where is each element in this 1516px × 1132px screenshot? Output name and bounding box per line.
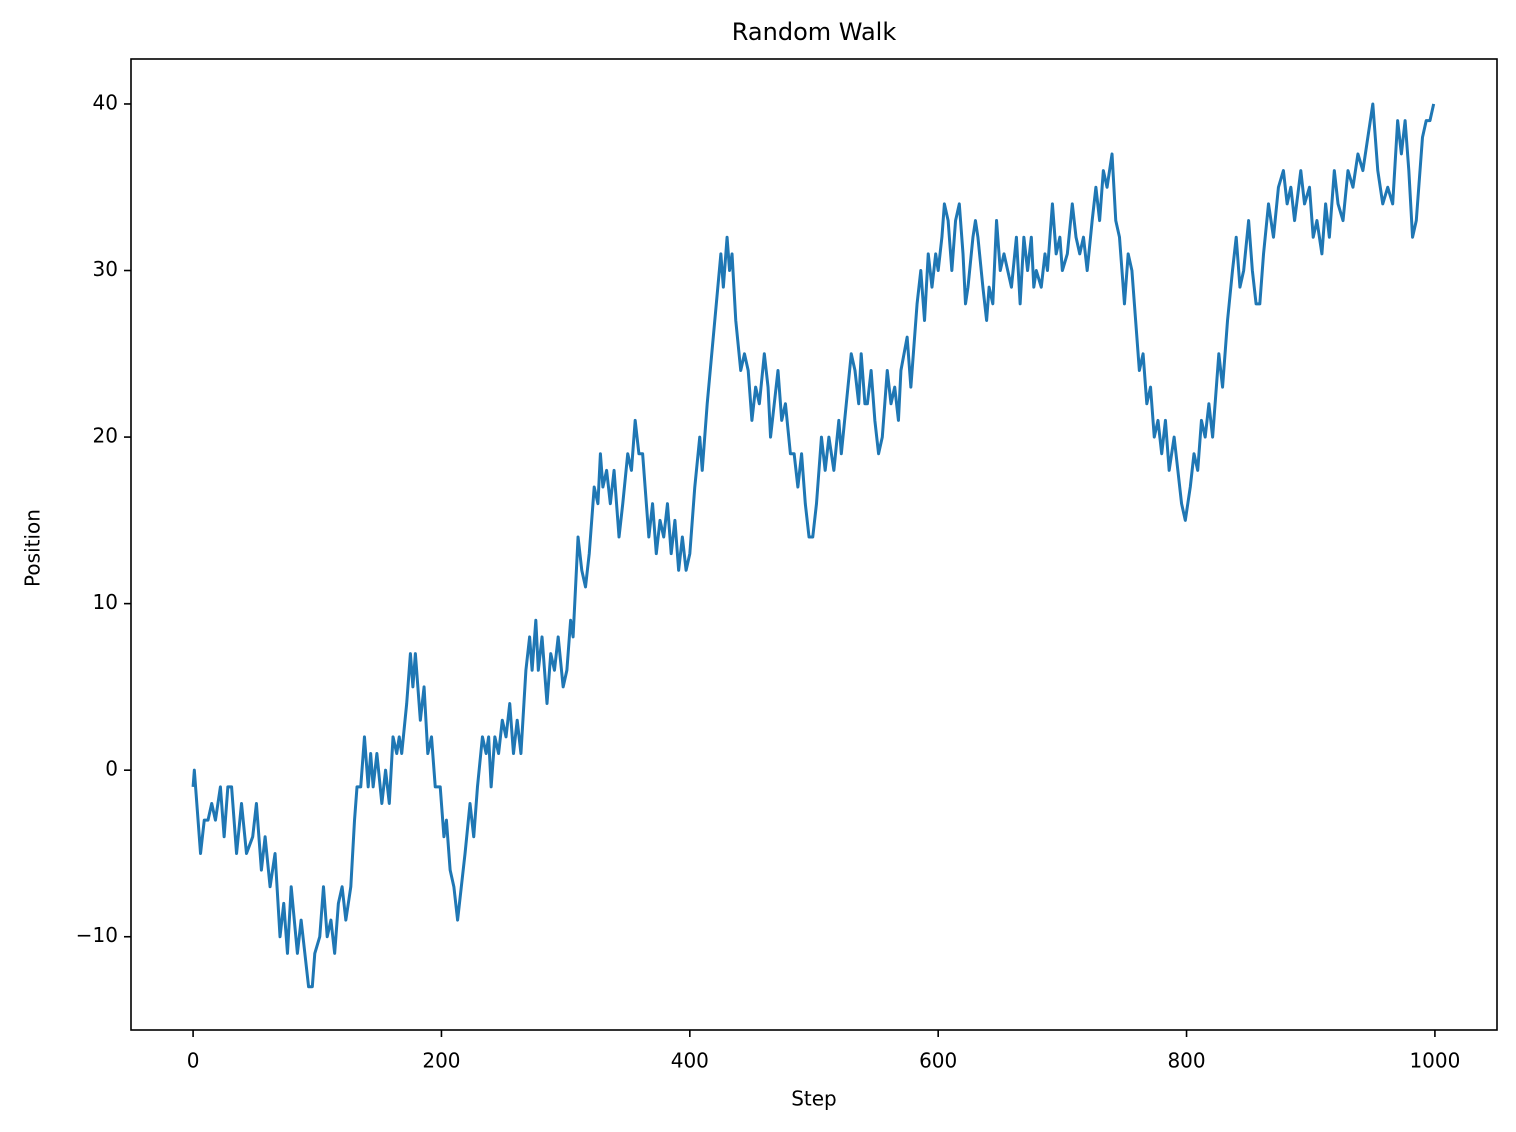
x-tick-label: 400	[671, 1049, 709, 1073]
y-tick-label: 0	[105, 757, 118, 781]
y-tick-label: 40	[93, 90, 118, 114]
x-tick-label: 0	[187, 1049, 200, 1073]
x-axis-label: Step	[791, 1087, 837, 1111]
y-tick-label: 30	[93, 257, 118, 281]
plot-frame	[130, 58, 1498, 1031]
y-tick-label: 10	[93, 590, 118, 614]
y-tick-label: −10	[76, 923, 118, 947]
x-tick-label: 600	[919, 1049, 957, 1073]
line-series	[191, 102, 1436, 989]
x-tick-label: 800	[1167, 1049, 1205, 1073]
y-tick-label: 20	[93, 424, 118, 448]
x-tick-label: 1000	[1409, 1049, 1460, 1073]
chart-title: Random Walk	[732, 18, 897, 46]
y-axis-label: Position	[21, 509, 45, 587]
x-tick-label: 200	[422, 1049, 460, 1073]
